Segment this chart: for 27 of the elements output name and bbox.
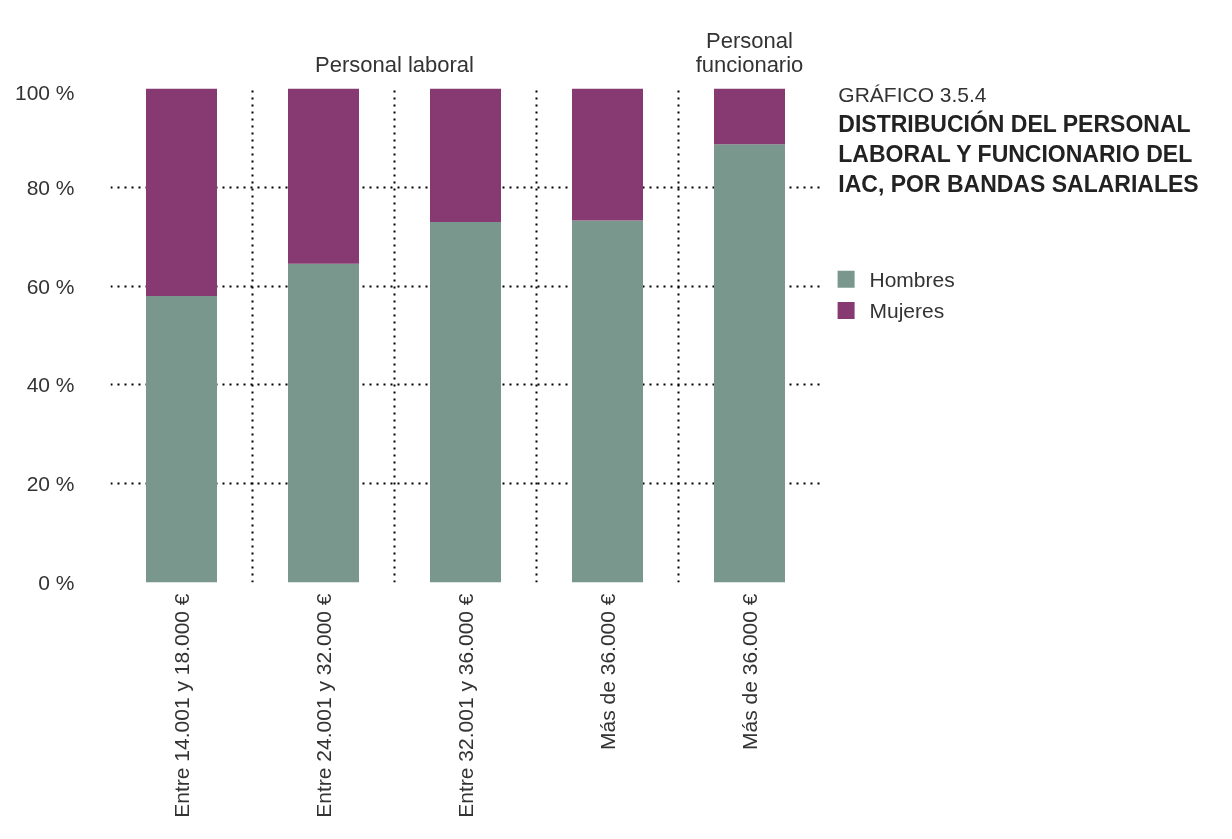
x-tick-label: Entre 32.001 y 36.000 €: [454, 593, 477, 818]
bar: [714, 88, 785, 145]
bar: [572, 88, 643, 221]
text: Personal funcionario: [695, 27, 804, 77]
y-tick-label: 40 %: [26, 373, 75, 397]
text: Personal laboral: [315, 51, 474, 77]
y-tick-label: 20 %: [26, 472, 75, 496]
y-tick-label: 60 %: [26, 274, 75, 298]
x-tick-label: Más de 36.000 €: [596, 593, 619, 750]
bar: [714, 144, 785, 583]
bar: [146, 88, 217, 296]
bar: [288, 88, 359, 264]
bar: [572, 220, 643, 583]
bar: [430, 88, 501, 222]
y-tick-label: 100 %: [14, 80, 75, 104]
text: GRÁFICO 3.5.4: [838, 82, 987, 106]
x-tick-label: Más de 36.000 €: [738, 593, 761, 750]
x-tick-label: Entre 24.001 y 32.000 €: [312, 593, 335, 818]
legend-label: Hombres: [869, 267, 955, 291]
text: DISTRIBUCIÓN DEL PERSONAL LABORAL Y FUNCIONARIO DEL IAC, POR BANDAS SALARIALES: [838, 110, 1199, 197]
x-tick-label: Entre 14.001 y 18.000 €: [170, 593, 193, 818]
bar: [430, 221, 501, 583]
bar: [146, 295, 217, 583]
bar: [288, 263, 359, 583]
y-tick-label: 0 %: [38, 571, 75, 594]
y-tick-label: 80 %: [26, 175, 75, 199]
legend-label: Mujeres: [869, 298, 945, 322]
